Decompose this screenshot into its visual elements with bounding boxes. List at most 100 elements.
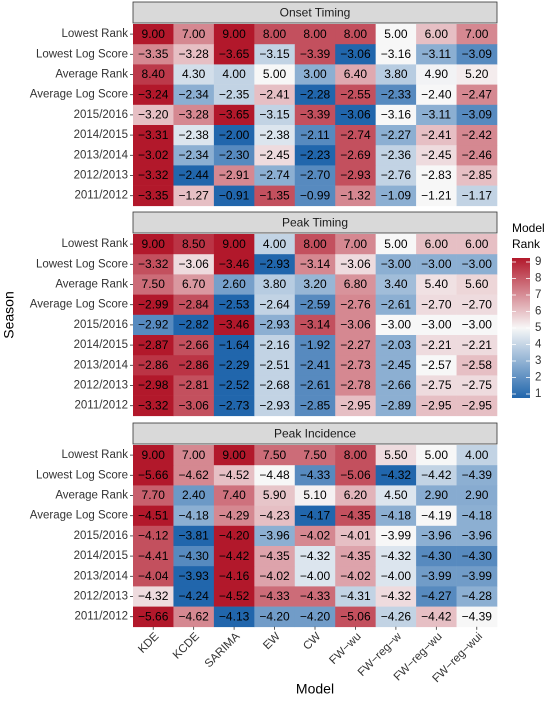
tile	[375, 335, 417, 356]
tile	[375, 145, 417, 166]
value-label: −3.14	[300, 318, 331, 332]
tile	[133, 335, 174, 356]
value-label: −2.92	[138, 318, 169, 332]
tile	[213, 546, 255, 567]
value-label: −4.01	[340, 529, 371, 543]
colorbar-label: 1	[535, 388, 541, 400]
value-label: −5.06	[340, 468, 371, 482]
tile	[456, 44, 498, 65]
tile	[133, 274, 174, 295]
tile	[375, 606, 417, 628]
tile	[133, 314, 174, 336]
value-label: −4.30	[178, 549, 209, 563]
value-label: 5.50	[384, 448, 408, 462]
value-label: −4.04	[138, 569, 169, 583]
tile	[294, 586, 336, 607]
value-label: −4.31	[340, 589, 371, 603]
tile	[133, 165, 174, 186]
value-label: −2.27	[381, 128, 412, 142]
tile	[173, 274, 215, 295]
value-label: −5.66	[138, 468, 169, 482]
tile	[294, 505, 336, 527]
tile	[294, 104, 336, 126]
value-label: 7.50	[263, 448, 287, 462]
value-label: −2.87	[138, 338, 169, 352]
value-label: −4.20	[259, 609, 290, 623]
value-label: −4.00	[300, 569, 331, 583]
tile	[213, 465, 255, 486]
value-label: −4.62	[178, 468, 209, 482]
tile	[416, 606, 457, 628]
tile	[294, 125, 336, 146]
value-label: −1.27	[178, 188, 209, 202]
value-label: −2.64	[259, 297, 290, 311]
value-label: 3.80	[263, 277, 287, 291]
value-label: −2.75	[421, 378, 452, 392]
value-label: −2.58	[462, 358, 493, 372]
value-label: 9.00	[142, 448, 166, 462]
tile	[254, 505, 296, 527]
y-tick-label: 2014/2015	[74, 339, 128, 351]
y-tick-label: 2011/2012	[74, 190, 128, 202]
value-label: −4.13	[219, 609, 250, 623]
value-label: −2.95	[462, 398, 493, 412]
value-label: −2.70	[462, 297, 493, 311]
value-label: −2.46	[462, 148, 493, 162]
value-label: −3.00	[421, 257, 452, 271]
tile	[416, 274, 457, 295]
tile	[335, 445, 376, 466]
value-label: −2.93	[259, 257, 290, 271]
tile	[254, 375, 296, 396]
tile	[173, 104, 215, 126]
tile	[173, 185, 215, 207]
value-label: −4.02	[259, 569, 290, 583]
tile	[375, 185, 417, 207]
value-label: 7.00	[344, 237, 368, 251]
y-tick-label: 2011/2012	[74, 611, 128, 623]
x-tick-label: SARIMA	[203, 630, 243, 670]
y-tick-label: Average Log Score	[30, 89, 128, 101]
tile	[416, 165, 457, 186]
tile	[335, 485, 376, 506]
value-label: 2.40	[182, 488, 206, 502]
value-label: −3.06	[340, 108, 371, 122]
tile	[173, 465, 215, 486]
value-label: −3.99	[421, 569, 452, 583]
tile	[375, 64, 417, 85]
value-label: −3.28	[178, 108, 209, 122]
facet-title: Peak Timing	[282, 216, 348, 230]
value-label: −1.21	[421, 188, 452, 202]
tile	[254, 294, 296, 316]
tile	[375, 314, 417, 336]
tile	[133, 606, 174, 628]
value-label: −4.52	[219, 589, 250, 603]
value-label: 7.00	[465, 27, 489, 41]
value-label: −2.03	[381, 338, 412, 352]
value-label: −3.99	[381, 529, 412, 543]
value-label: −4.19	[421, 508, 452, 522]
value-label: −2.61	[381, 297, 412, 311]
tile	[133, 64, 174, 85]
tile	[375, 566, 417, 587]
tile	[416, 375, 457, 396]
tile	[254, 165, 296, 186]
tile	[213, 24, 255, 45]
tile	[456, 485, 498, 506]
value-label: −2.47	[462, 87, 493, 101]
tile	[456, 274, 498, 295]
value-label: −4.02	[340, 569, 371, 583]
tile	[456, 586, 498, 607]
tile	[335, 125, 376, 146]
tile	[456, 465, 498, 486]
value-label: 4.00	[263, 237, 287, 251]
tile	[213, 314, 255, 336]
value-label: −4.39	[462, 468, 493, 482]
tile	[456, 84, 498, 106]
value-label: −4.35	[340, 508, 371, 522]
value-label: 5.00	[263, 67, 287, 81]
value-label: −3.09	[462, 47, 493, 61]
value-label: −3.31	[138, 128, 169, 142]
tile	[133, 104, 174, 126]
tile	[173, 586, 215, 607]
